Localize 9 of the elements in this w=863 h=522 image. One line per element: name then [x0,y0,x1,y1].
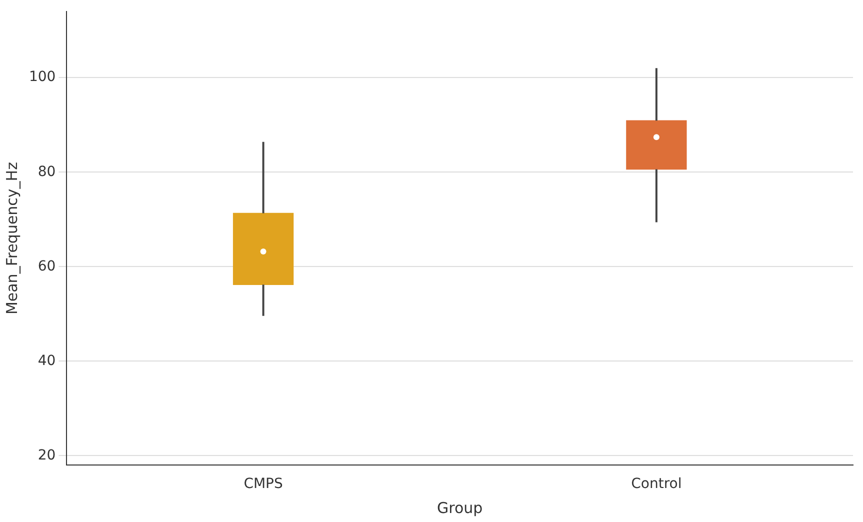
y-axis-title: Mean_Frequency_Hz [2,162,21,315]
y-tick-label: 20 [38,447,56,464]
x-tick-label: Control [631,476,682,492]
y-tick-label: 40 [38,352,56,369]
y-tick-label: 80 [38,164,56,180]
x-tick-label: CMPS [244,476,283,492]
y-tick-label: 100 [28,69,56,86]
y-tick-label: 60 [38,258,56,274]
x-axis-title: Group [437,498,483,517]
